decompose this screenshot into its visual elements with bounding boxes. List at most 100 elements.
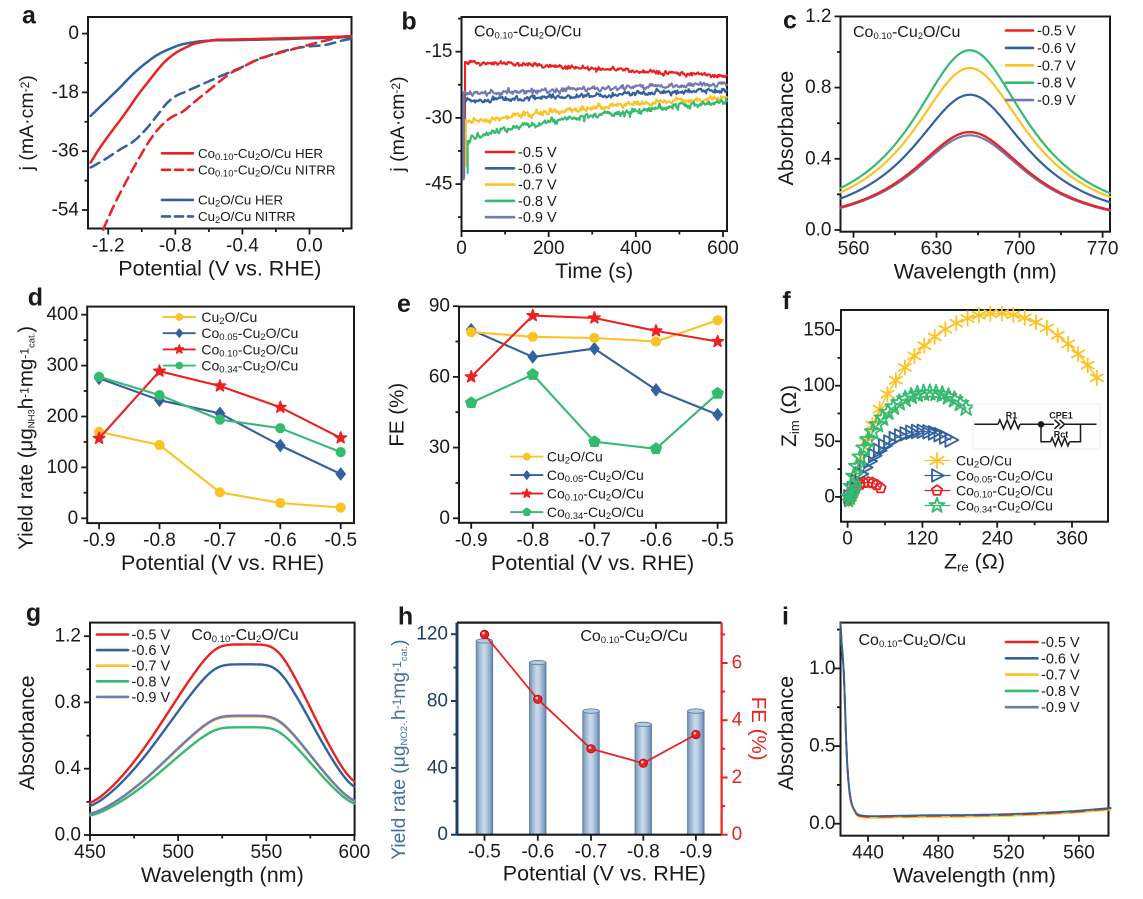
svg-text:0.0: 0.0 [55, 825, 81, 846]
svg-text:FE (%): FE (%) [386, 383, 409, 447]
svg-text:-0.7: -0.7 [578, 530, 611, 551]
svg-text:FE (%): FE (%) [747, 697, 770, 761]
svg-text:120: 120 [416, 624, 448, 645]
svg-text:-0.7: -0.7 [575, 842, 608, 863]
svg-text:-36: -36 [52, 141, 79, 162]
svg-text:0: 0 [824, 486, 835, 507]
svg-text:30: 30 [429, 437, 450, 458]
svg-text:0: 0 [732, 824, 743, 845]
svg-text:-0.8: -0.8 [516, 530, 549, 551]
svg-text:0.0: 0.0 [805, 220, 831, 241]
svg-text:4: 4 [732, 710, 743, 731]
svg-text:-0.9 V: -0.9 V [1037, 93, 1076, 109]
svg-text:Absorbance: Absorbance [774, 676, 798, 791]
svg-text:40: 40 [427, 757, 448, 778]
svg-text:-0.7 V: -0.7 V [518, 178, 557, 194]
svg-text:0: 0 [437, 824, 448, 845]
svg-text:Cu2O/Cu NITRR: Cu2O/Cu NITRR [198, 209, 296, 226]
svg-text:0.4: 0.4 [55, 758, 82, 779]
svg-text:-0.8 V: -0.8 V [1037, 76, 1076, 92]
svg-text:630: 630 [921, 239, 953, 260]
svg-text:-0.8: -0.8 [627, 842, 660, 863]
svg-text:560: 560 [1063, 843, 1095, 864]
svg-text:-45: -45 [425, 174, 452, 195]
svg-text:100: 100 [803, 375, 835, 396]
svg-text:Absorbance: Absorbance [15, 675, 39, 790]
svg-text:-15: -15 [425, 41, 452, 62]
svg-text:-0.8: -0.8 [159, 236, 192, 257]
svg-text:90: 90 [429, 296, 450, 317]
svg-text:-0.8 V: -0.8 V [518, 194, 557, 210]
svg-text:770: 770 [1087, 239, 1119, 260]
svg-text:0.4: 0.4 [805, 148, 832, 169]
svg-text:e: e [397, 290, 411, 318]
svg-text:-0.7 V: -0.7 V [1041, 668, 1080, 684]
svg-text:-0.6 V: -0.6 V [1037, 41, 1076, 57]
svg-text:0.8: 0.8 [55, 692, 81, 713]
svg-text:200: 200 [533, 238, 565, 259]
svg-text:-0.6 V: -0.6 V [132, 643, 171, 659]
svg-text:-0.5 V: -0.5 V [1041, 635, 1080, 651]
svg-text:1.0: 1.0 [809, 658, 835, 679]
svg-text:-0.6 V: -0.6 V [518, 161, 557, 177]
svg-text:-0.9 V: -0.9 V [518, 210, 557, 226]
svg-text:-0.6: -0.6 [521, 842, 554, 863]
svg-text:i: i [782, 602, 789, 630]
svg-text:360: 360 [1056, 529, 1088, 550]
svg-text:-0.5: -0.5 [701, 530, 734, 551]
svg-text:480: 480 [922, 843, 954, 864]
svg-text:Absorbance: Absorbance [774, 71, 798, 186]
svg-text:Wavelength (nm): Wavelength (nm) [894, 260, 1057, 284]
svg-text:100: 100 [46, 457, 78, 478]
svg-text:c: c [783, 6, 797, 34]
svg-text:Co0.10-Cu2O/Cu: Co0.10-Cu2O/Cu [191, 627, 298, 645]
svg-text:Wavelength (nm): Wavelength (nm) [893, 864, 1056, 888]
svg-text:0.0: 0.0 [809, 813, 835, 834]
svg-text:120: 120 [907, 529, 939, 550]
svg-text:-0.5: -0.5 [324, 530, 357, 551]
svg-text:-0.9: -0.9 [680, 842, 713, 863]
svg-text:1.2: 1.2 [55, 626, 81, 647]
svg-text:1.2: 1.2 [805, 6, 831, 27]
svg-text:a: a [22, 2, 37, 30]
svg-text:Potential (V vs. RHE): Potential (V vs. RHE) [491, 551, 694, 575]
svg-text:440: 440 [852, 843, 884, 864]
svg-text:Wavelength (nm): Wavelength (nm) [141, 863, 304, 887]
svg-text:550: 550 [250, 842, 282, 863]
svg-text:450: 450 [74, 842, 106, 863]
svg-text:-0.9: -0.9 [83, 530, 116, 551]
svg-text:-0.5 V: -0.5 V [518, 145, 557, 161]
svg-text:-0.6: -0.6 [264, 530, 297, 551]
svg-text:d: d [28, 284, 43, 312]
svg-text:0.0: 0.0 [296, 236, 322, 257]
svg-text:-0.7: -0.7 [204, 530, 237, 551]
svg-text:-0.8 V: -0.8 V [132, 674, 171, 690]
svg-text:Co0.10-Cu2O/Cu: Co0.10-Cu2O/Cu [859, 632, 966, 650]
svg-text:f: f [782, 287, 791, 315]
svg-text:-0.6: -0.6 [640, 530, 673, 551]
svg-text:-0.5 V: -0.5 V [1037, 24, 1076, 40]
svg-text:6: 6 [732, 653, 743, 674]
svg-text:-0.7 V: -0.7 V [1037, 58, 1076, 74]
svg-text:2: 2 [732, 767, 743, 788]
svg-text:600: 600 [707, 238, 739, 259]
svg-text:-0.8: -0.8 [143, 530, 176, 551]
svg-text:-0.5: -0.5 [468, 842, 501, 863]
svg-text:400: 400 [46, 304, 78, 325]
svg-text:-54: -54 [52, 200, 80, 221]
svg-text:Co0.10-Cu2O/Cu: Co0.10-Cu2O/Cu [580, 628, 687, 646]
svg-text:Co0.05-Cu2O/Cu: Co0.05-Cu2O/Cu [547, 467, 644, 485]
svg-text:150: 150 [803, 320, 835, 341]
svg-text:60: 60 [429, 366, 450, 387]
svg-text:400: 400 [620, 238, 652, 259]
svg-text:-1.2: -1.2 [92, 236, 125, 257]
svg-text:-0.9 V: -0.9 V [132, 690, 171, 706]
svg-text:Zre (Ω): Zre (Ω) [944, 550, 1005, 575]
svg-text:-0.9: -0.9 [455, 530, 488, 551]
svg-text:560: 560 [838, 239, 870, 260]
svg-text:Cu2O/Cu: Cu2O/Cu [956, 453, 1012, 471]
svg-text:-30: -30 [425, 107, 452, 128]
svg-text:80: 80 [427, 691, 448, 712]
svg-text:0: 0 [68, 23, 79, 44]
svg-text:Co0.34-Cu2O/Cu: Co0.34-Cu2O/Cu [201, 358, 298, 376]
